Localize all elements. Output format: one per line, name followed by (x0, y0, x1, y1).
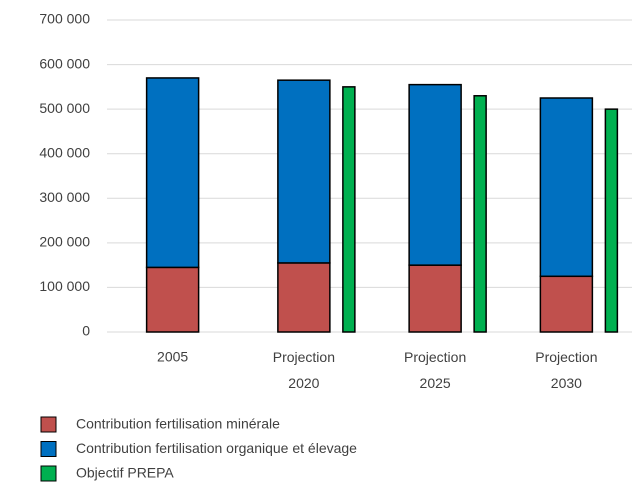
legend-swatch (40, 416, 57, 433)
y-tick-label: 100 000 (39, 278, 90, 294)
bar (277, 262, 331, 333)
bar (539, 97, 594, 278)
legend-label: Objectif PREPA (76, 465, 174, 481)
y-tick-label: 700 000 (39, 11, 90, 27)
x-tick-label: 2005 (157, 349, 188, 365)
legend-label: Contribution fertilisation organique et … (76, 440, 357, 456)
legend-swatch (40, 441, 57, 457)
bar (604, 108, 619, 333)
bar (145, 266, 200, 333)
bar (473, 95, 487, 333)
bar (408, 264, 462, 333)
y-tick-label: 0 (82, 323, 90, 339)
x-tick-label: Projection 2030 (535, 349, 597, 391)
bar (539, 275, 594, 333)
legend-label: Contribution fertilisation minérale (76, 416, 280, 432)
y-tick-label: 400 000 (39, 144, 90, 160)
x-tick-label: Projection 2025 (404, 349, 466, 391)
y-tick-label: 600 000 (39, 55, 90, 71)
y-tick-label: 300 000 (39, 189, 90, 205)
bar (342, 86, 356, 333)
bar (277, 79, 331, 264)
bar (145, 77, 200, 269)
x-tick-label: Projection 2020 (273, 349, 335, 391)
y-tick-label: 500 000 (39, 100, 90, 116)
y-tick-label: 200 000 (39, 234, 90, 250)
bar (408, 83, 462, 266)
legend-swatch (40, 465, 57, 482)
